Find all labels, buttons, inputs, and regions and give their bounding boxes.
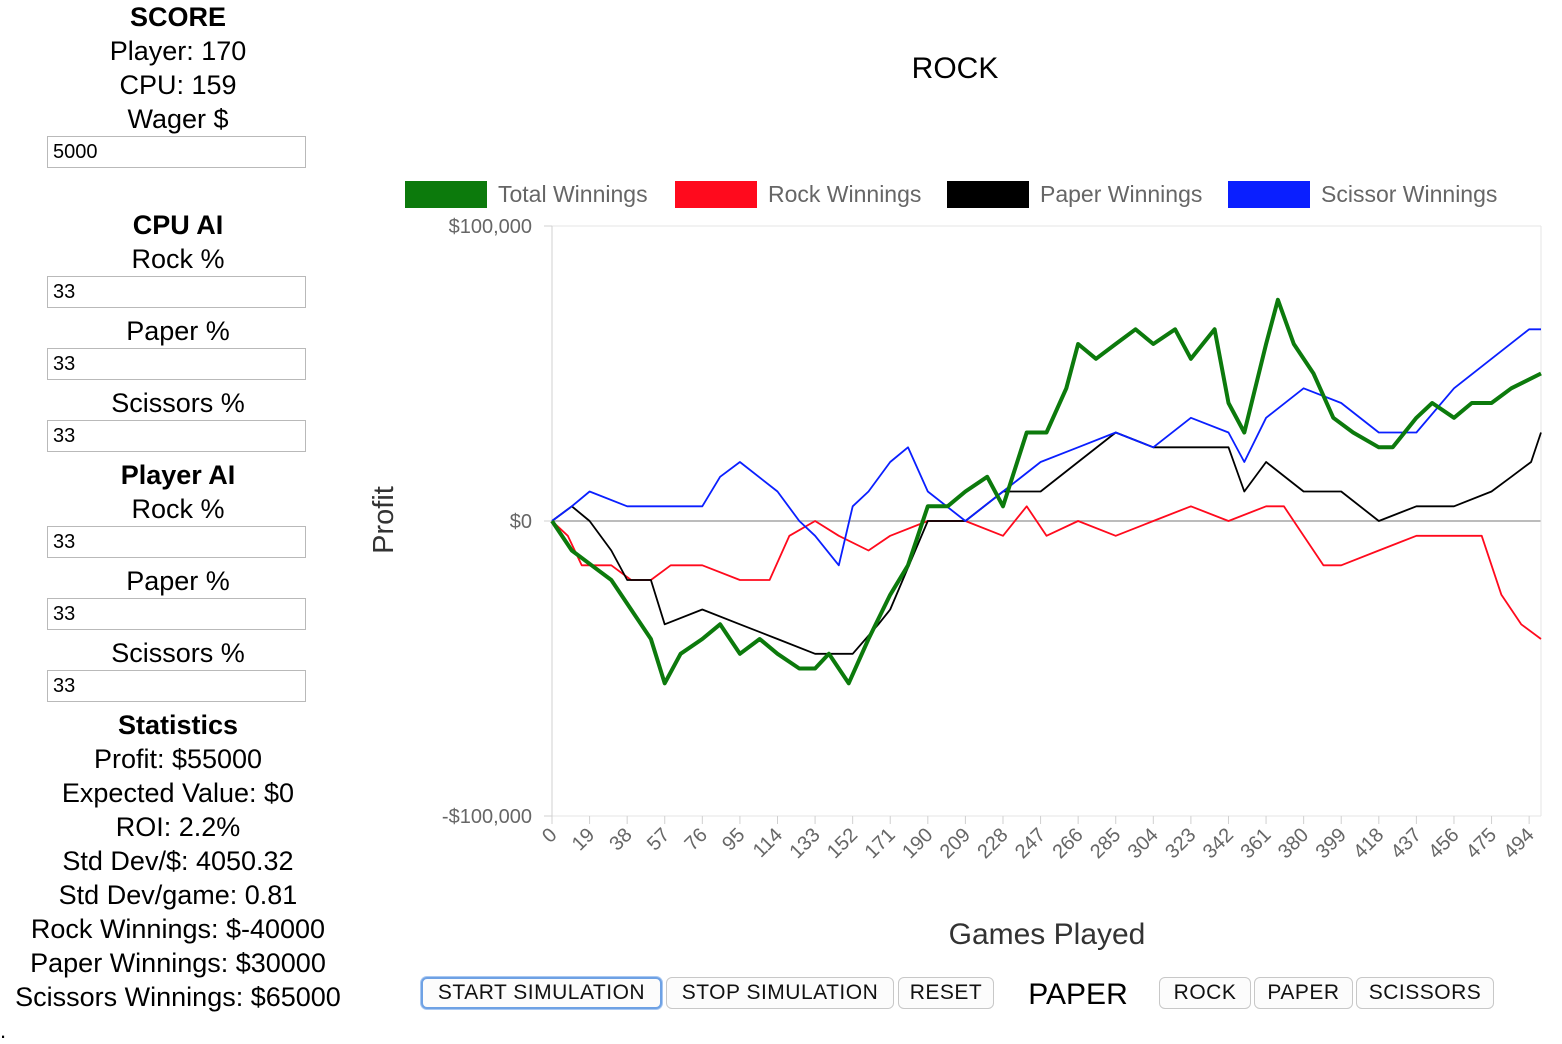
stat-std-dev-game: Std Dev/game: 0.81 [58, 880, 298, 910]
x-tick-label: 57 [643, 824, 674, 855]
y-tick-label: $100,000 [449, 216, 532, 238]
x-tick-label: 171 [861, 824, 900, 863]
legend-label: Rock Winnings [768, 181, 921, 207]
y-axis-label: Profit [368, 486, 400, 554]
winnings-chart: ROCK Total Winnings Rock Winnings Paper Wi… [368, 52, 1542, 951]
x-tick-label: 399 [1312, 824, 1351, 863]
player-ai-heading: Player AI [120, 460, 236, 490]
cpu-rock-input[interactable] [47, 276, 306, 308]
x-tick-label: 247 [1011, 824, 1050, 863]
cpu-paper-label: Paper % [126, 316, 230, 346]
legend-swatch [947, 181, 1029, 208]
x-tick-label: 494 [1500, 824, 1539, 863]
cpu-paper-input[interactable] [47, 348, 306, 380]
x-axis-label: Games Played [949, 918, 1146, 951]
player-paper-label: Paper % [126, 566, 230, 596]
chart-series [550, 297, 1542, 686]
start-simulation-button[interactable]: START SIMULATION [421, 977, 662, 1009]
footer-dot: . [0, 1018, 7, 1043]
x-tick-label: 361 [1236, 824, 1275, 863]
player-score: Player: 170 [109, 36, 247, 66]
x-axis-ticks: 0 19 38 57 76 95 11413315217119020922824726628… [538, 816, 1539, 863]
stop-simulation-button[interactable]: STOP SIMULATION [666, 977, 894, 1009]
x-tick-label: 285 [1086, 824, 1125, 863]
cpu-scissors-label: Scissors % [111, 388, 245, 418]
stat-std-dev-dollar: Std Dev/$: 4050.32 [62, 846, 294, 876]
x-tick-label: 437 [1387, 824, 1426, 863]
x-tick-label: 266 [1049, 824, 1088, 863]
series-line-scissor-winnings [551, 328, 1541, 567]
chart-grid [551, 225, 1542, 824]
cpu-ai-heading: CPU AI [132, 210, 224, 240]
series-line-rock-winnings [551, 505, 1542, 640]
legend-swatch [675, 181, 757, 208]
player-rock-input[interactable] [47, 526, 306, 558]
legend-swatch [405, 181, 487, 208]
chart-legend: Total Winnings Rock Winnings Paper Winning… [405, 181, 1497, 208]
stat-profit: Profit: $55000 [93, 744, 263, 774]
score-heading: SCORE [129, 2, 227, 32]
x-tick-label: 304 [1124, 824, 1163, 863]
x-tick-label: 38 [605, 824, 636, 855]
stat-scissors-winnings: Scissors Winnings: $65000 [15, 982, 341, 1012]
rock-button[interactable]: ROCK [1159, 977, 1251, 1009]
reset-button[interactable]: RESET [898, 977, 994, 1009]
x-tick-label: 456 [1424, 824, 1463, 863]
y-tick-label: -$100,000 [442, 806, 532, 828]
player-rock-label: Rock % [131, 494, 225, 524]
x-tick-label: 133 [785, 824, 824, 863]
x-tick-label: 323 [1161, 824, 1200, 863]
y-tick-label: $0 [510, 511, 532, 533]
x-tick-label: 418 [1349, 824, 1388, 863]
stat-expected-value: Expected Value: $0 [61, 778, 295, 808]
cpu-rock-label: Rock % [131, 244, 225, 274]
stat-roi: ROI: 2.2% [115, 812, 241, 842]
stat-paper-winnings: Paper Winnings: $30000 [30, 948, 326, 978]
current-move-label: PAPER [1028, 978, 1128, 1011]
series-line-paper-winnings [551, 431, 1542, 655]
legend-label: Total Winnings [498, 181, 648, 207]
x-tick-label: 228 [973, 824, 1012, 863]
legend-label: Scissor Winnings [1321, 181, 1497, 207]
x-tick-label: 209 [936, 824, 975, 863]
cpu-score: CPU: 159 [119, 70, 237, 100]
player-paper-input[interactable] [47, 598, 306, 630]
x-tick-label: 380 [1274, 824, 1313, 863]
x-tick-label: 95 [718, 824, 749, 855]
x-tick-label: 475 [1462, 824, 1501, 863]
x-tick-label: 190 [898, 824, 937, 863]
statistics-heading: Statistics [117, 710, 239, 740]
player-scissors-input[interactable] [47, 670, 306, 702]
x-tick-label: 0 [538, 824, 561, 847]
stat-rock-winnings: Rock Winnings: $-40000 [30, 914, 326, 944]
x-tick-label: 19 [568, 824, 599, 855]
legend-label: Paper Winnings [1040, 181, 1202, 207]
x-tick-label: 76 [681, 824, 712, 855]
chart-title: ROCK [912, 52, 999, 85]
y-axis-ticks: $100,000 $0 -$100,000 [442, 216, 552, 828]
series-line-total-winnings [550, 297, 1542, 686]
x-tick-label: 152 [823, 824, 862, 863]
x-tick-label: 342 [1199, 824, 1238, 863]
legend-swatch [1228, 181, 1310, 208]
wager-input[interactable] [47, 136, 306, 168]
cpu-scissors-input[interactable] [47, 420, 306, 452]
x-tick-label: 114 [749, 824, 787, 862]
paper-button[interactable]: PAPER [1254, 977, 1353, 1009]
player-scissors-label: Scissors % [111, 638, 245, 668]
scissors-button[interactable]: SCISSORS [1356, 977, 1494, 1009]
wager-label: Wager $ [127, 104, 229, 134]
